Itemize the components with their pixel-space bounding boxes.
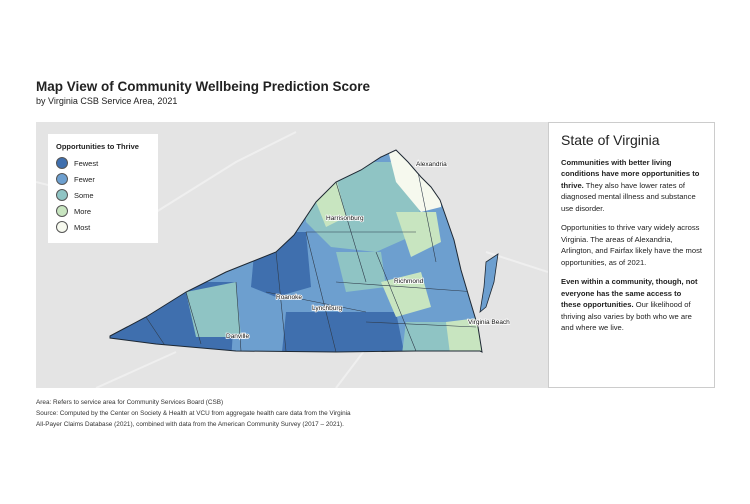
footnotes: Area: Refers to service area for Communi… bbox=[36, 397, 351, 430]
legend-label: Fewest bbox=[74, 158, 99, 168]
panel-heading: State of Virginia bbox=[561, 132, 660, 148]
city-label: Roanoke bbox=[276, 294, 302, 301]
state-outline bbox=[109, 149, 483, 353]
region-border bbox=[145, 161, 477, 352]
legend-label: Fewer bbox=[74, 174, 95, 184]
city-label: Danville bbox=[226, 333, 250, 340]
city-label: Lynchburg bbox=[312, 305, 342, 312]
legend-swatch bbox=[56, 189, 68, 201]
legend-swatch bbox=[56, 157, 68, 169]
region bbox=[396, 212, 441, 257]
legend-label: Most bbox=[74, 222, 91, 232]
paragraph: Opportunities to thrive vary widely acro… bbox=[561, 222, 702, 268]
legend-swatch bbox=[56, 221, 68, 233]
legend-label: More bbox=[74, 206, 92, 216]
legend-item: Fewest bbox=[56, 157, 150, 169]
eastern-shore bbox=[479, 253, 499, 313]
city-label: Harrisonburg bbox=[326, 215, 364, 222]
text: Our likelihood of thriving also varies b… bbox=[561, 300, 692, 332]
region bbox=[281, 312, 406, 352]
legend-item: Fewer bbox=[56, 173, 150, 185]
footnote: All-Payer Claims Database (2021), combin… bbox=[36, 421, 344, 428]
legend: Opportunities to Thrive Fewest Fewer Some M… bbox=[48, 134, 158, 243]
footnote: Area: Refers to service area for Communi… bbox=[36, 399, 224, 406]
subtitle: by Virginia CSB Service Area, 2021 bbox=[36, 96, 178, 106]
bold-text: Communities with better living condition… bbox=[561, 157, 700, 190]
city-label: Virginia Beach bbox=[468, 319, 510, 326]
legend-title: Opportunities to Thrive bbox=[56, 142, 139, 151]
title: Map View of Community Wellbeing Predicti… bbox=[36, 79, 371, 94]
legend-swatch bbox=[56, 205, 68, 217]
legend-swatch bbox=[56, 173, 68, 185]
text: They also have lower rates of diagnosed … bbox=[561, 180, 696, 213]
city-label: Alexandria bbox=[416, 161, 447, 168]
footnote: Source: Computed by the Center on Societ… bbox=[36, 410, 351, 417]
region bbox=[381, 272, 431, 317]
legend-item: Some bbox=[56, 189, 150, 201]
road bbox=[36, 131, 548, 388]
info-panel: State of Virginia Communities with bette… bbox=[548, 122, 715, 388]
city-label: Richmond bbox=[394, 278, 424, 285]
text: Opportunities to thrive vary widely acro… bbox=[561, 223, 702, 267]
map-svg: Alexandria Harrisonburg Richmond Roanoke… bbox=[36, 122, 548, 388]
map: Alexandria Harrisonburg Richmond Roanoke… bbox=[36, 122, 548, 388]
legend-item: Most bbox=[56, 221, 150, 233]
paragraph: Communities with better living condition… bbox=[561, 157, 702, 215]
region bbox=[186, 282, 241, 337]
bold-text: Even within a community, though, not eve… bbox=[561, 277, 698, 309]
paragraph: Even within a community, though, not eve… bbox=[561, 276, 702, 334]
legend-label: Some bbox=[74, 190, 94, 200]
region bbox=[336, 252, 386, 292]
legend-item: More bbox=[56, 205, 150, 217]
